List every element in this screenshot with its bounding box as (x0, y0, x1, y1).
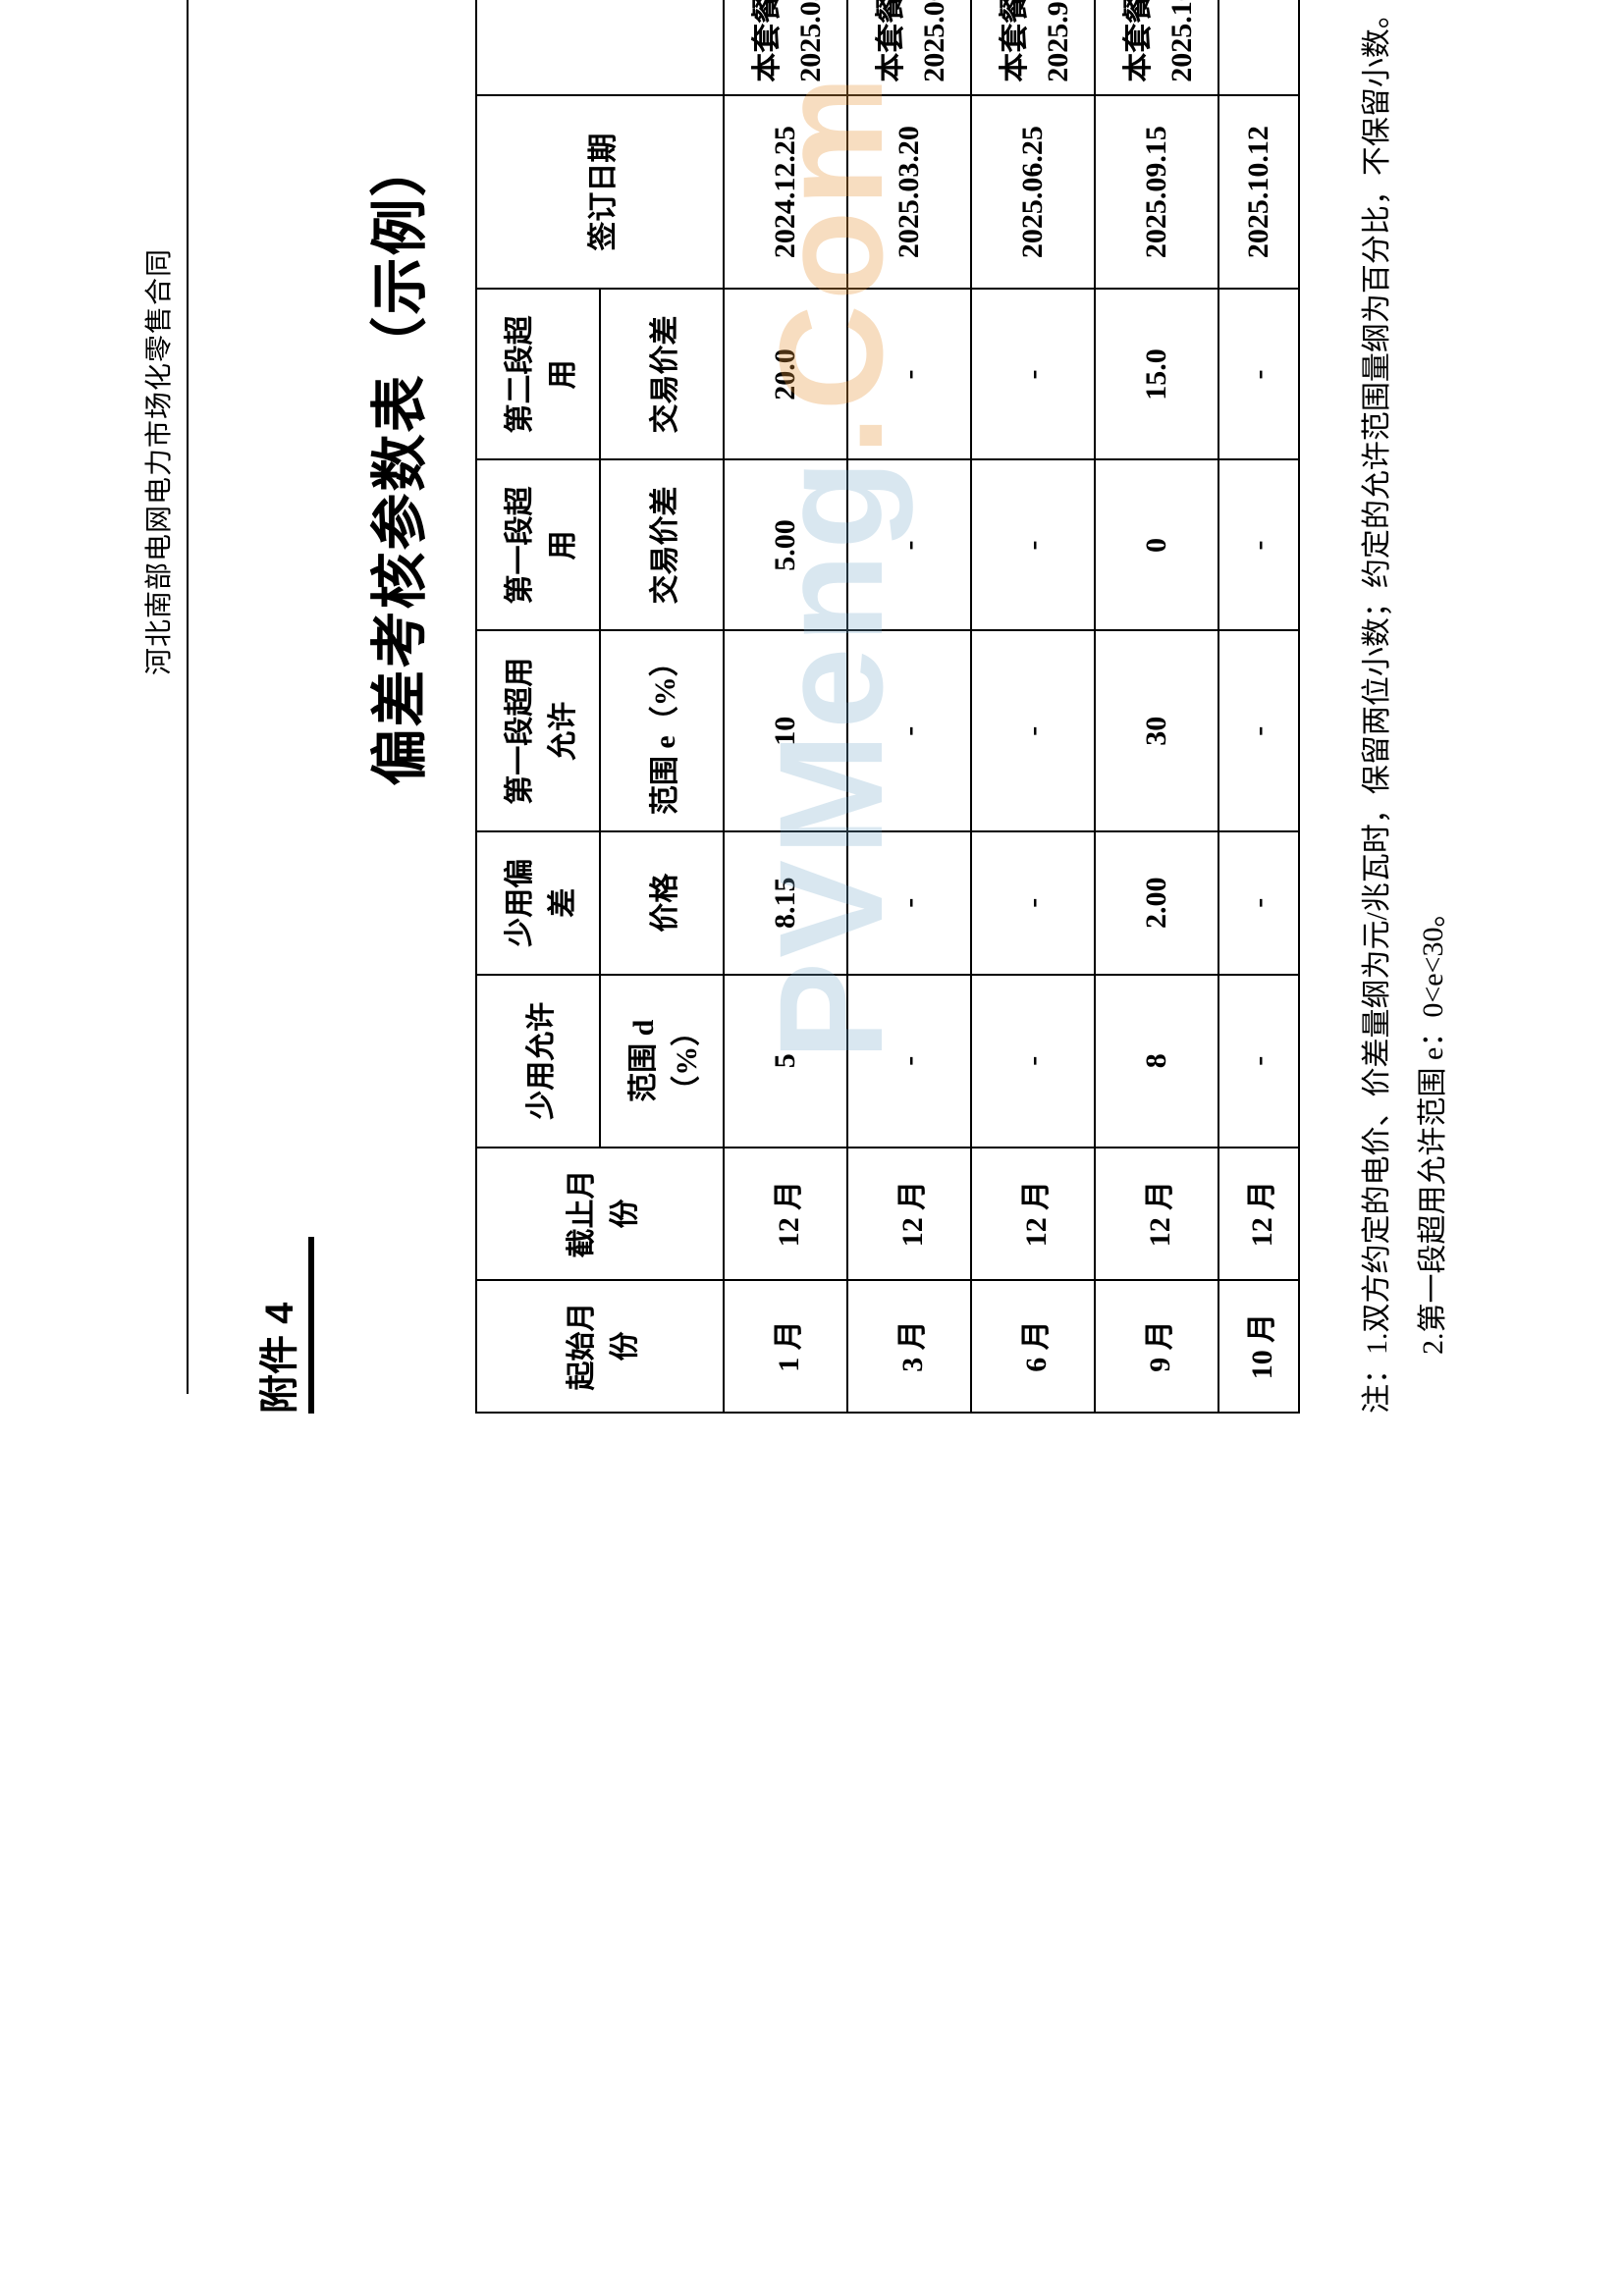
cell-under_price: - (971, 831, 1095, 975)
cell-over1_price: - (971, 459, 1095, 630)
table-row: 3 月12 月-----2025.03.20本套餐执行至 5 月底止，修改时间为… (847, 0, 971, 1413)
cell-end: 12 月 (971, 1148, 1095, 1280)
cell-remark: 本套餐执行至 9 月底止，修改时间为 2025.10.12。 (1095, 0, 1218, 95)
cell-over2_price: - (971, 289, 1095, 459)
cell-e: - (971, 630, 1095, 830)
footnotes: 注：1.双方约定的电价、价差量纲为元/兆瓦时，保留两位小数；约定的允许范围量纲为… (1349, 0, 1461, 1414)
cell-d: - (847, 975, 971, 1148)
attachment-label: 附件 4 (247, 0, 304, 1414)
cell-over1_price: - (847, 459, 971, 630)
parameters-table: 起始月份 截止月份 少用允许 少用偏差 第一段超用允许 第一段超用 第二段超用 … (475, 0, 1300, 1414)
cell-e: - (1218, 630, 1299, 830)
cell-over2_price: - (1218, 289, 1299, 459)
cell-end: 12 月 (847, 1148, 971, 1280)
cell-sign_date: 2024.12.25 (724, 95, 847, 290)
footnote-1: 1.双方约定的电价、价差量纲为元/兆瓦时，保留两位小数；约定的允许范围量纲为百分… (1361, 0, 1393, 1355)
cell-over2_price: 15.0 (1095, 289, 1218, 459)
page-title: 偏差考核参数表（示例） (353, 0, 436, 1414)
cell-over1_price: 5.00 (724, 459, 847, 630)
cell-remark: 本套餐执行至 8 月底止，修改时间为 2025.9.15。 (971, 0, 1095, 95)
cell-e: - (847, 630, 971, 830)
cell-d: 8 (1095, 975, 1218, 1148)
cell-over2_price: - (847, 289, 971, 459)
cell-over1_price: 0 (1095, 459, 1218, 630)
attachment-label-rule (308, 1237, 314, 1414)
cell-start: 3 月 (847, 1280, 971, 1413)
th-over-allow-l1: 第一段超用允许 (476, 630, 600, 830)
cell-remark: 本套餐执行至 2 月底止，修改时间为 2025.03.20。 (724, 0, 847, 95)
table-row: 6 月12 月-----2025.06.25本套餐执行至 8 月底止，修改时间为… (971, 0, 1095, 1413)
footnote-2: 2.第一段超用允许范围 e：0<e<30。 (1417, 898, 1449, 1355)
cell-over1_price: - (1218, 459, 1299, 630)
running-head-rule (187, 0, 189, 1395)
cell-under_price: - (1218, 831, 1299, 975)
table-header-row-1: 起始月份 截止月份 少用允许 少用偏差 第一段超用允许 第一段超用 第二段超用 … (476, 0, 600, 1413)
running-head: 河北南部电网电力市场化零售合同 (137, 0, 177, 1414)
table-row: 1 月12 月58.15105.0020.02024.12.25本套餐执行至 2… (724, 0, 847, 1413)
cell-d: - (1218, 975, 1299, 1148)
cell-end: 12 月 (724, 1148, 847, 1280)
th-remark: 备注 (476, 0, 724, 95)
cell-e: 30 (1095, 630, 1218, 830)
th-over2-price-l2: 交易价差 (600, 289, 724, 459)
th-under-price-l2: 价格 (600, 831, 724, 975)
cell-sign_date: 2025.06.25 (971, 95, 1095, 290)
th-start-month: 起始月份 (476, 1280, 724, 1413)
cell-start: 6 月 (971, 1280, 1095, 1413)
cell-sign_date: 2025.09.15 (1095, 95, 1218, 290)
th-under-allow-l1: 少用允许 (476, 975, 600, 1148)
th-sign-date: 签订日期 (476, 95, 724, 290)
cell-end: 12 月 (1095, 1148, 1218, 1280)
th-over-allow-l2: 范围 e（%） (600, 630, 724, 830)
th-under-price-l1: 少用偏差 (476, 831, 600, 975)
cell-d: 5 (724, 975, 847, 1148)
cell-start: 1 月 (724, 1280, 847, 1413)
cell-under_price: - (847, 831, 971, 975)
footnotes-label: 注： (1361, 1355, 1393, 1414)
th-over2-price-l1: 第二段超用 (476, 289, 600, 459)
table-row: 10 月12 月-----2025.10.12 (1218, 0, 1299, 1413)
cell-under_price: 8.15 (724, 831, 847, 975)
th-under-allow-l2: 范围 d（%） (600, 975, 724, 1148)
cell-start: 10 月 (1218, 1280, 1299, 1413)
cell-end: 12 月 (1218, 1148, 1299, 1280)
th-over1-price-l1: 第一段超用 (476, 459, 600, 630)
th-end-month: 截止月份 (476, 1148, 724, 1280)
th-over1-price-l2: 交易价差 (600, 459, 724, 630)
cell-e: 10 (724, 630, 847, 830)
cell-d: - (971, 975, 1095, 1148)
cell-remark (1218, 0, 1299, 95)
table-row: 9 月12 月82.0030015.02025.09.15本套餐执行至 9 月底… (1095, 0, 1218, 1413)
cell-under_price: 2.00 (1095, 831, 1218, 975)
cell-sign_date: 2025.10.12 (1218, 95, 1299, 290)
cell-over2_price: 20.0 (724, 289, 847, 459)
cell-remark: 本套餐执行至 5 月底止，修改时间为 2025.06.25。 (847, 0, 971, 95)
cell-sign_date: 2025.03.20 (847, 95, 971, 290)
cell-start: 9 月 (1095, 1280, 1218, 1413)
